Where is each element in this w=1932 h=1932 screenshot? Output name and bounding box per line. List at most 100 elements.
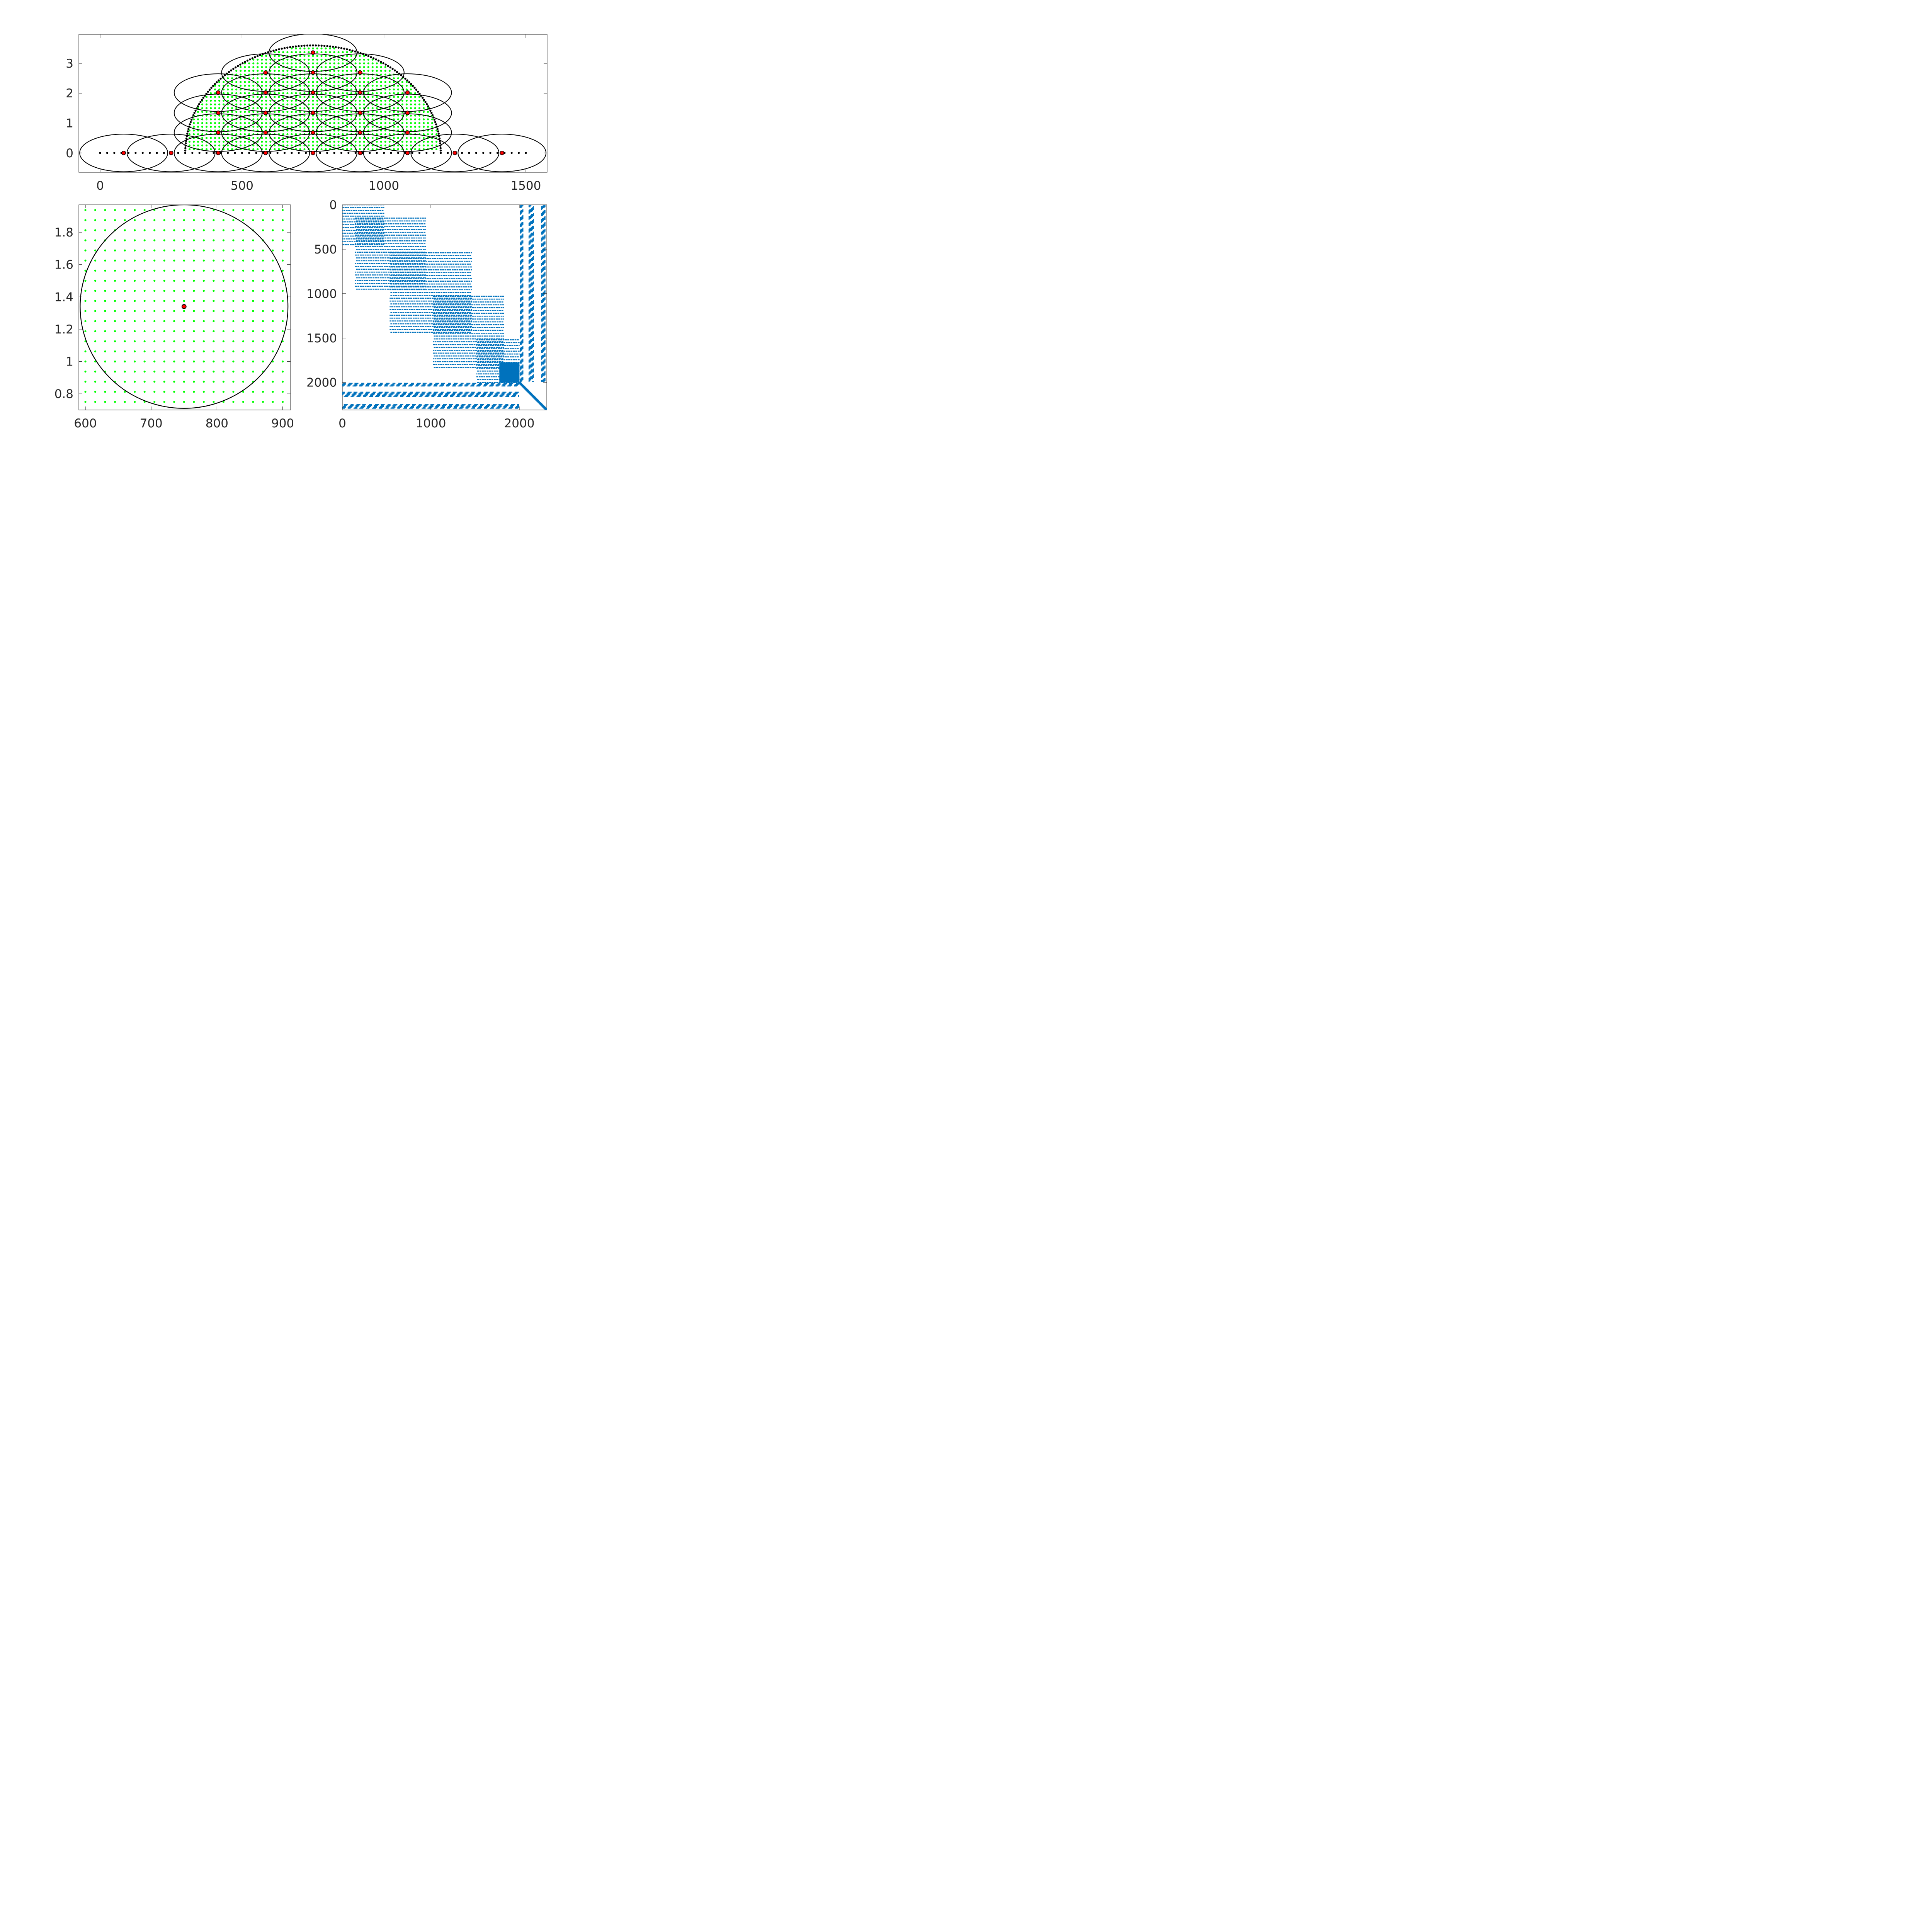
nonzero-entry	[384, 246, 386, 247]
nonzero-entry	[376, 243, 377, 244]
nonzero-entry	[408, 266, 409, 268]
nonzero-entry	[397, 280, 398, 281]
nonzero-entry	[376, 240, 377, 242]
interior-node	[183, 279, 185, 282]
interior-node	[257, 66, 259, 68]
nonzero-entry	[465, 278, 466, 279]
interior-node	[163, 229, 165, 231]
nonzero-entry	[368, 254, 369, 256]
interior-node	[272, 259, 274, 262]
interior-node	[94, 229, 97, 231]
interior-node	[222, 219, 225, 221]
nonzero-entry	[419, 243, 421, 244]
nonzero-entry	[404, 271, 406, 273]
nonzero-entry	[393, 264, 394, 265]
nonzero-entry	[452, 272, 454, 273]
interior-node	[223, 88, 225, 91]
nonzero-entry	[393, 226, 395, 227]
boundary-node	[377, 60, 380, 62]
nonzero-entry	[418, 263, 420, 264]
nonzero-entry	[416, 277, 418, 279]
nonzero-entry	[383, 277, 384, 279]
nonzero-entry	[391, 275, 393, 276]
interior-node	[281, 229, 284, 231]
nonzero-entry	[400, 252, 401, 253]
boundary-node	[201, 99, 203, 101]
nonzero-entry	[366, 271, 367, 273]
interior-node	[299, 122, 301, 124]
nonzero-entry	[374, 235, 375, 237]
nonzero-entry	[378, 277, 379, 279]
nonzero-entry	[400, 271, 402, 273]
nonzero-entry	[389, 257, 391, 259]
interior-node	[299, 118, 301, 121]
nonzero-entry	[362, 243, 364, 244]
interior-node	[232, 259, 235, 262]
interior-node	[376, 81, 378, 83]
nonzero-entry	[366, 269, 367, 270]
interior-node	[252, 70, 255, 72]
nonzero-entry	[358, 241, 360, 242]
nonzero-entry	[362, 218, 364, 219]
nonzero-entry	[417, 283, 418, 285]
nonzero-entry	[398, 264, 400, 265]
nonzero-entry	[426, 264, 427, 265]
nonzero-entry	[452, 281, 453, 282]
boundary-node	[332, 46, 334, 48]
nonzero-entry	[352, 244, 354, 245]
interior-node	[134, 259, 136, 262]
nonzero-entry	[414, 249, 415, 250]
nonzero-entry	[463, 275, 464, 276]
nonzero-entry	[412, 280, 413, 281]
boundary-node	[276, 152, 279, 154]
nonzero-entry	[404, 263, 406, 264]
interior-node	[418, 126, 421, 128]
boundary-node	[228, 71, 230, 73]
nonzero-entry	[345, 235, 346, 237]
nonzero-entry	[407, 283, 408, 285]
nonzero-entry	[393, 274, 395, 276]
nonzero-entry	[414, 240, 415, 242]
nonzero-entry	[422, 252, 423, 253]
nonzero-entry	[414, 277, 415, 279]
nonzero-entry	[430, 278, 432, 279]
nonzero-entry	[396, 286, 398, 287]
interior-node	[153, 371, 156, 373]
nonzero-entry	[429, 260, 430, 262]
nonzero-entry	[456, 255, 457, 256]
nonzero-entry	[345, 241, 346, 242]
nonzero-entry	[420, 269, 422, 270]
interior-node	[303, 47, 306, 49]
nonzero-entry	[391, 263, 392, 264]
boundary-node	[191, 152, 194, 154]
nonzero-entry	[423, 275, 425, 276]
nonzero-entry	[408, 266, 410, 267]
nonzero-entry	[390, 257, 391, 259]
nonzero-entry	[359, 271, 360, 273]
interior-node	[346, 81, 348, 83]
nonzero-entry	[460, 283, 462, 285]
nonzero-entry	[440, 269, 441, 270]
interior-node	[414, 92, 417, 94]
nonzero-entry	[363, 220, 364, 222]
boundary-node	[354, 50, 356, 53]
nonzero-entry	[385, 252, 386, 253]
interior-node	[393, 148, 395, 150]
nonzero-entry	[432, 278, 433, 279]
nonzero-entry	[410, 246, 411, 247]
nonzero-entry	[365, 274, 367, 276]
interior-node	[316, 58, 318, 61]
nonzero-entry	[365, 224, 366, 225]
nonzero-entry	[421, 272, 423, 273]
interior-node	[114, 269, 116, 272]
nonzero-entry	[365, 226, 367, 227]
nonzero-entry	[359, 220, 360, 222]
nonzero-entry	[374, 213, 375, 214]
interior-node	[278, 148, 280, 150]
interior-node	[291, 99, 293, 102]
boundary-node	[396, 71, 398, 73]
interior-node	[286, 62, 289, 65]
nonzero-entry	[388, 257, 389, 259]
nonzero-entry	[369, 240, 370, 242]
interior-node	[346, 148, 348, 150]
